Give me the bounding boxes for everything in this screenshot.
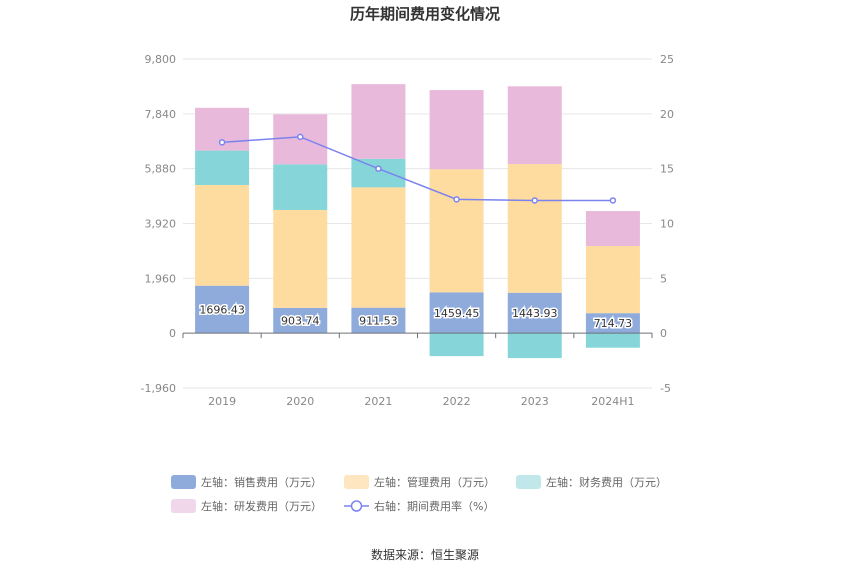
legend-label: 左轴：管理费用（万元） bbox=[374, 475, 495, 489]
bar-segment bbox=[429, 292, 484, 334]
legend-item[interactable]: 左轴：财务费用（万元） bbox=[516, 475, 667, 489]
legend-label: 左轴：研发费用（万元） bbox=[201, 499, 322, 513]
y-right-tick-label: 0 bbox=[660, 327, 667, 340]
data-labels: 1696.43 903.74 911.53 1459.45 1443.93 714.73 bbox=[198, 302, 634, 332]
rate-point bbox=[609, 197, 617, 204]
y-left-tick-label: 9,800 bbox=[145, 53, 177, 66]
legend-label: 右轴：期间费用率（%） bbox=[374, 499, 494, 513]
y-left-tick-label: 1,960 bbox=[145, 272, 177, 285]
legend-label: 左轴：销售费用（万元） bbox=[201, 475, 322, 489]
x-tick-label: 2020 bbox=[286, 395, 314, 408]
data-label: 911.53 bbox=[359, 314, 398, 327]
bar-segment bbox=[429, 90, 484, 170]
chart-title: 历年期间费用变化情况 bbox=[350, 5, 500, 23]
x-tick-label: 2019 bbox=[208, 395, 236, 408]
bar-segment bbox=[351, 84, 406, 159]
y-left-tick-label: 5,880 bbox=[145, 163, 177, 176]
x-tick-label: 2022 bbox=[443, 395, 471, 408]
legend-marker bbox=[350, 500, 363, 512]
bar-segment bbox=[507, 292, 562, 334]
legend-label: 左轴：财务费用（万元） bbox=[546, 475, 667, 489]
legend-swatch bbox=[344, 475, 369, 489]
bar-segment bbox=[351, 307, 406, 334]
rate-point bbox=[453, 196, 460, 203]
y-left-tick-label: -1,960 bbox=[141, 382, 176, 395]
bar-segment bbox=[195, 285, 250, 334]
axes: -1,960 0 1,960 3,920 5,880 7,840 9,800 -5 0 5 10 15… bbox=[141, 53, 674, 408]
rate-line bbox=[218, 133, 617, 204]
y-right-tick-label: 25 bbox=[660, 53, 674, 66]
grid bbox=[183, 58, 652, 389]
data-source: 数据来源：恒生聚源 bbox=[371, 547, 479, 562]
bar-segment bbox=[351, 187, 406, 308]
rate-point bbox=[297, 133, 304, 141]
bar-segment bbox=[273, 209, 328, 308]
data-label: 714.73 bbox=[594, 317, 633, 330]
y-right-tick-label: -5 bbox=[660, 382, 671, 395]
y-left-tick-label: 0 bbox=[169, 327, 176, 340]
data-label: 1696.43 bbox=[199, 303, 245, 316]
legend-swatch bbox=[171, 499, 196, 513]
y-right-tick-label: 10 bbox=[660, 218, 674, 231]
legend-swatch bbox=[516, 475, 541, 489]
bar-segment bbox=[195, 184, 250, 286]
y-left-tick-label: 7,840 bbox=[145, 108, 177, 121]
bars bbox=[195, 84, 640, 359]
y-right-tick-label: 20 bbox=[660, 108, 674, 121]
bar-segment bbox=[507, 164, 562, 293]
bar-segment bbox=[351, 158, 406, 188]
x-tick-label: 2023 bbox=[521, 395, 549, 408]
rate-line-path bbox=[222, 136, 613, 202]
legend[interactable]: 左轴：销售费用（万元） 左轴：管理费用（万元） 左轴：财务费用（万元） 左轴：研发费用… bbox=[171, 475, 667, 513]
bar-segment bbox=[585, 246, 640, 314]
bar-segment bbox=[273, 164, 328, 210]
data-label: 1443.93 bbox=[512, 307, 558, 320]
bar-segment bbox=[585, 211, 640, 247]
rate-point bbox=[375, 165, 382, 172]
data-label: 1459.45 bbox=[434, 307, 480, 320]
bar-segment bbox=[585, 333, 640, 348]
rate-point bbox=[531, 197, 538, 204]
bar-segment bbox=[585, 313, 640, 334]
legend-item[interactable]: 左轴：研发费用（万元） bbox=[171, 499, 322, 513]
bar-segment bbox=[507, 333, 562, 359]
legend-item[interactable]: 左轴：销售费用（万元） bbox=[171, 475, 322, 489]
rate-point bbox=[218, 139, 226, 146]
legend-swatch bbox=[171, 475, 196, 489]
bar-segment bbox=[273, 307, 328, 334]
legend-item[interactable]: 右轴：期间费用率（%） bbox=[344, 499, 494, 513]
x-tick-label: 2024H1 bbox=[591, 395, 634, 408]
bar-segment bbox=[507, 86, 562, 165]
bar-segment bbox=[429, 169, 484, 293]
data-label: 903.74 bbox=[281, 315, 320, 328]
y-right-tick-label: 15 bbox=[660, 163, 674, 176]
y-left-tick-label: 3,920 bbox=[145, 218, 177, 231]
bar-segment bbox=[429, 333, 484, 357]
bar-segment bbox=[195, 150, 250, 185]
x-tick-label: 2021 bbox=[364, 395, 392, 408]
legend-item[interactable]: 左轴：管理费用（万元） bbox=[344, 475, 495, 489]
y-right-tick-label: 5 bbox=[660, 272, 667, 285]
